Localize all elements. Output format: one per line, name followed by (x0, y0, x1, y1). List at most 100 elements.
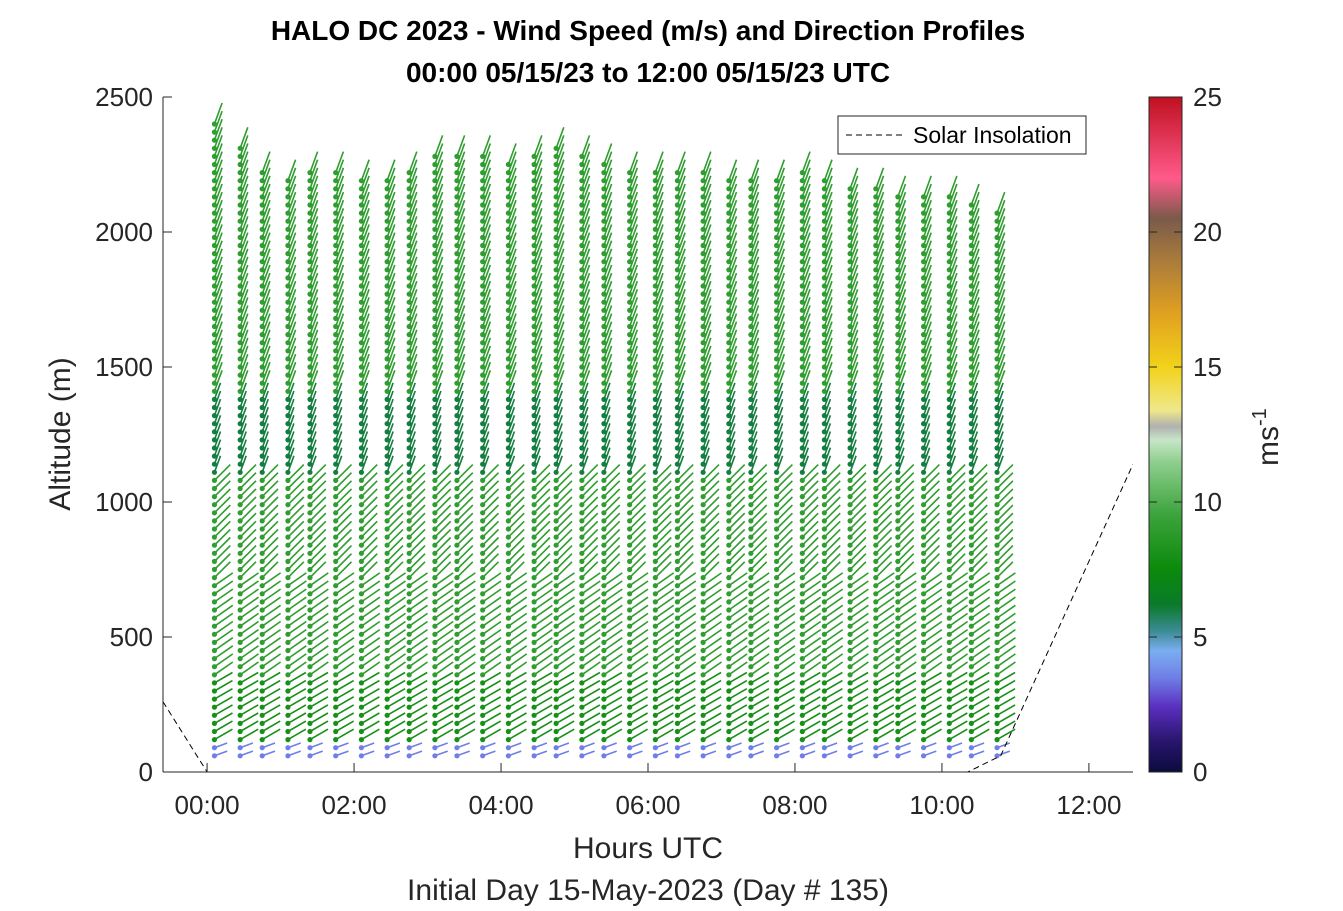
wind-barb-dot (994, 404, 1000, 411)
wind-barb-dot (285, 607, 291, 613)
wind-barb (875, 712, 895, 725)
wind-barb-dot (873, 485, 879, 492)
wind-barb (948, 289, 958, 311)
wind-barb-dot (773, 234, 780, 240)
wind-barb (507, 580, 528, 595)
wind-barb (482, 688, 502, 700)
wind-barb (801, 167, 811, 190)
wind-barb-dot (259, 728, 265, 735)
wind-barb-dot (847, 323, 853, 330)
wind-barb (309, 370, 319, 392)
wind-barb (456, 224, 466, 246)
wind-barb-dot (920, 388, 927, 394)
wind-barb-dot (821, 259, 827, 265)
wind-barb-dot (384, 380, 390, 386)
wind-barb-dot (579, 485, 585, 492)
wind-barb (261, 496, 279, 514)
wind-barb (775, 280, 786, 303)
wind-barb (603, 191, 613, 214)
wind-barb (261, 280, 271, 303)
wind-barb-dot (432, 396, 438, 402)
wind-barb-dot (994, 421, 1000, 427)
wind-barb (386, 637, 406, 652)
wind-barb-dot (968, 372, 974, 378)
wind-barb (533, 612, 553, 627)
wind-barb (533, 447, 541, 465)
wind-barb-dot (847, 307, 853, 313)
wind-barb (533, 406, 541, 424)
wind-barb-dot (799, 534, 805, 540)
wind-barb-dot (946, 453, 952, 459)
wind-barb-dot (358, 712, 365, 718)
wind-barb (334, 208, 345, 230)
wind-barb-dot (674, 631, 680, 637)
wind-barb (875, 199, 885, 222)
wind-barb (507, 289, 517, 311)
wind-barb-dot (873, 656, 879, 662)
wind-barb-dot (994, 704, 1000, 710)
wind-barb (555, 612, 575, 627)
wind-barb-dot (773, 510, 780, 516)
wind-barb-dot (211, 323, 218, 330)
wind-barb-dot (480, 413, 486, 419)
wind-barb (434, 688, 454, 700)
wind-barb-dot (358, 437, 365, 443)
wind-barb-dot (454, 356, 460, 362)
wind-barb (801, 353, 811, 376)
wind-barb (408, 191, 418, 214)
wind-barb-dot (968, 364, 974, 370)
wind-barb-dot (480, 485, 486, 492)
wind-barb-dot (601, 291, 607, 297)
wind-barb (309, 455, 317, 473)
wind-barb-dot (211, 728, 218, 735)
wind-barb (533, 199, 543, 222)
wind-barb-dot (726, 307, 732, 313)
wind-barb (676, 628, 697, 644)
wind-barb-dot (285, 348, 291, 354)
wind-barb (603, 496, 621, 514)
wind-barb-dot (895, 712, 901, 718)
wind-barb (970, 183, 980, 206)
wind-barb-dot (531, 202, 537, 208)
wind-barb-dot (726, 477, 732, 483)
wind-barb (603, 679, 623, 692)
wind-barb-dot (968, 704, 974, 710)
wind-barb (970, 248, 980, 271)
wind-barb (581, 313, 591, 335)
wind-barb (408, 604, 428, 619)
x-axis-sublabel: Initial Day 15-May-2023 (Day # 135) (407, 874, 889, 907)
wind-barb-dot (652, 372, 658, 378)
wind-barb-dot (700, 575, 706, 581)
wind-barb-dot (821, 242, 827, 249)
wind-barb-dot (873, 623, 879, 629)
wind-barb-dot (946, 421, 952, 427)
wind-barb-dot (748, 558, 754, 565)
wind-barb-dot (674, 737, 680, 743)
wind-barb (897, 406, 905, 424)
wind-barb-dot (237, 332, 243, 338)
wind-barb-dot (652, 202, 658, 208)
wind-barb-dot (211, 526, 218, 532)
wind-barb (507, 216, 517, 238)
wind-barb (897, 480, 915, 498)
wind-barb (628, 305, 639, 327)
wind-barb (434, 455, 442, 473)
wind-barb-dot (920, 631, 927, 637)
wind-barb-dot (968, 639, 974, 646)
wind-barb-dot (579, 396, 585, 402)
wind-barb-dot (920, 704, 927, 710)
wind-barb (287, 240, 297, 262)
wind-barb-dot (384, 566, 390, 573)
wind-barb-dot (968, 607, 974, 613)
wind-barb (213, 628, 234, 644)
wind-barb (849, 183, 859, 206)
wind-barb (654, 370, 664, 392)
wind-barb (801, 280, 811, 303)
wind-barb (750, 628, 770, 644)
wind-barb (482, 628, 502, 644)
wind-barb-dot (307, 518, 313, 524)
wind-barb-dot (652, 550, 658, 556)
wind-barb-dot (505, 502, 511, 508)
wind-barb (775, 175, 786, 198)
wind-barb (386, 280, 396, 303)
